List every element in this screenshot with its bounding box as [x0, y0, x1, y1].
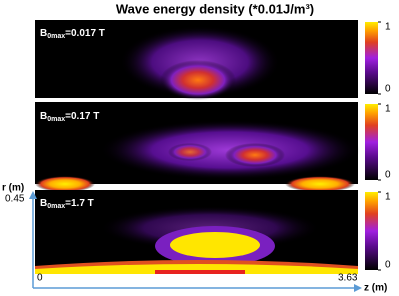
field-region [225, 143, 285, 167]
panel-label: B0max=0.017 T [40, 28, 105, 40]
antenna [155, 270, 245, 274]
colorbar [365, 192, 378, 270]
field-region [285, 176, 355, 192]
panel-label: B0max=1.7 T [40, 198, 94, 210]
arrowhead [29, 191, 37, 199]
colorbar-tick-label: 1 [385, 104, 391, 115]
panel-label: B0max=0.17 T [40, 111, 99, 123]
z-axis-label: z (m) [364, 283, 387, 294]
label-sub: 0max [47, 203, 65, 210]
colorbar-tick-label: 0 [385, 84, 391, 95]
field-region [160, 60, 236, 100]
r-axis-label: r (m) [2, 183, 24, 194]
z-min-label: 0 [37, 273, 43, 284]
label-main: B [40, 28, 47, 39]
label-rest: =1.7 T [65, 198, 94, 209]
label-sub: 0max [47, 116, 65, 123]
label-rest: =0.17 T [65, 111, 99, 122]
label-main: B [40, 198, 47, 209]
z-max-label: 3.63 [338, 273, 358, 284]
field-region [168, 143, 212, 161]
colorbar [365, 104, 378, 180]
colorbar-tick-label: 1 [385, 22, 391, 33]
title: Wave energy density (*0.01J/m³) [116, 1, 314, 16]
label-main: B [40, 111, 47, 122]
field-region [170, 232, 260, 258]
colorbar [365, 22, 378, 94]
colorbar-tick-label: 0 [385, 170, 391, 181]
field-region [35, 264, 358, 274]
label-sub: 0max [47, 33, 65, 40]
r-max-label: 0.45 [5, 194, 25, 205]
colorbar-tick-label: 1 [385, 192, 391, 203]
arrowhead [354, 284, 362, 292]
field-region [35, 176, 95, 192]
colorbar-tick-label: 0 [385, 260, 391, 271]
label-rest: =0.017 T [65, 28, 105, 39]
